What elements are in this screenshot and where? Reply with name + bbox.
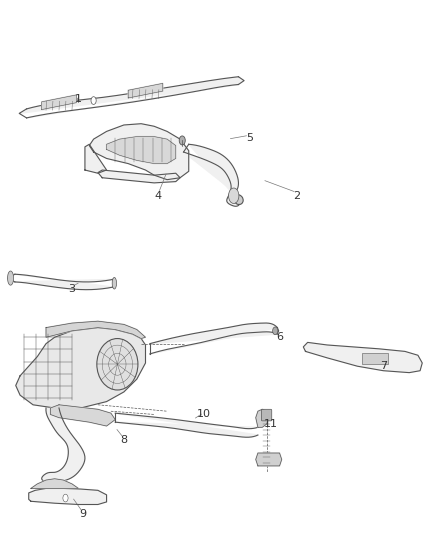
Ellipse shape [7, 271, 14, 285]
Polygon shape [50, 405, 115, 426]
Ellipse shape [234, 195, 243, 205]
Polygon shape [15, 274, 113, 289]
Polygon shape [106, 136, 176, 164]
Circle shape [179, 136, 185, 145]
Polygon shape [115, 413, 258, 437]
Circle shape [229, 188, 239, 204]
Polygon shape [89, 124, 189, 180]
Circle shape [63, 494, 68, 502]
Text: 3: 3 [68, 284, 75, 294]
Polygon shape [16, 328, 145, 408]
Bar [362, 353, 388, 364]
Polygon shape [128, 83, 163, 98]
Polygon shape [256, 409, 269, 427]
Ellipse shape [97, 338, 138, 390]
Text: 8: 8 [120, 435, 127, 445]
Polygon shape [19, 77, 244, 118]
Polygon shape [31, 479, 78, 488]
Text: 10: 10 [197, 409, 211, 419]
Text: 2: 2 [293, 191, 300, 201]
Text: 5: 5 [246, 133, 253, 143]
Polygon shape [42, 95, 76, 110]
Polygon shape [46, 321, 145, 338]
Polygon shape [29, 488, 106, 505]
Polygon shape [98, 170, 180, 183]
Polygon shape [42, 408, 85, 483]
Ellipse shape [112, 278, 117, 289]
Text: 11: 11 [264, 419, 278, 429]
Circle shape [272, 327, 278, 335]
Text: 7: 7 [380, 361, 387, 371]
Text: 9: 9 [79, 509, 86, 519]
Polygon shape [150, 323, 277, 354]
Polygon shape [85, 144, 106, 173]
Text: 4: 4 [155, 191, 162, 201]
Polygon shape [256, 453, 282, 466]
Circle shape [91, 96, 96, 104]
Text: 1: 1 [75, 94, 82, 104]
FancyBboxPatch shape [261, 409, 272, 421]
Text: 6: 6 [276, 332, 283, 342]
Polygon shape [184, 144, 240, 206]
Polygon shape [304, 342, 422, 373]
